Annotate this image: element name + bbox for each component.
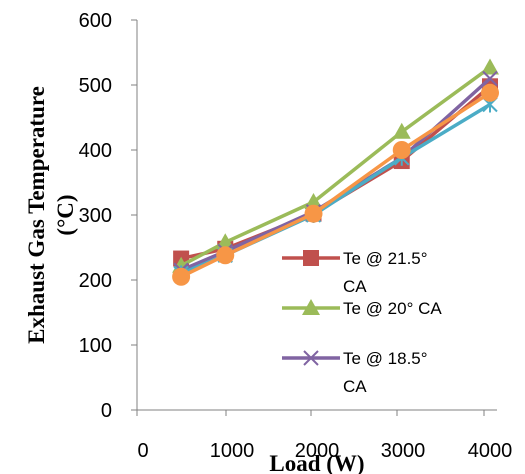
series-line <box>181 86 490 258</box>
series-1 <box>173 78 498 266</box>
legend-label: CA <box>343 377 367 396</box>
legend-swatch-marker <box>303 250 319 266</box>
legend-label: Te @ 20° CA <box>343 299 442 318</box>
series-group <box>172 58 499 285</box>
data-point <box>393 141 411 159</box>
y-axis-title-line-1: Exhaust Gas Temperature <box>24 86 49 344</box>
y-tick-label: 200 <box>79 270 112 292</box>
data-point <box>481 84 499 102</box>
legend-label: CA <box>343 277 367 296</box>
x-tick-label: 4000 <box>468 440 513 462</box>
y-tick-label: 0 <box>101 400 112 422</box>
legend-entry: Te @ 21.5° CA <box>282 249 428 296</box>
legend: Te @ 21.5° CA Te @ 20° CA Te @ 18.5° CA <box>282 249 442 396</box>
series-2 <box>172 58 499 272</box>
data-point <box>305 205 323 223</box>
x-tick-label: 1000 <box>210 440 255 462</box>
x-axis-title: Load (W) <box>269 451 364 474</box>
y-tick-label: 300 <box>79 205 112 227</box>
legend-entry: Te @ 20° CA <box>282 299 442 318</box>
legend-entry: Te @ 18.5° CA <box>282 349 428 396</box>
y-tick-label: 100 <box>79 335 112 357</box>
y-ticks: 0 100 200 300 400 500 600 <box>79 10 137 422</box>
y-tick-label: 500 <box>79 75 112 97</box>
legend-label: Te @ 21.5° <box>343 249 428 268</box>
x-tick-label: 3000 <box>381 440 426 462</box>
data-point <box>216 246 234 264</box>
y-axis-title: Exhaust Gas Temperature (°C) <box>24 86 78 344</box>
y-axis-title-line-2: (°C) <box>53 194 78 235</box>
legend-label: Te @ 18.5° <box>343 349 428 368</box>
y-tick-label: 600 <box>79 10 112 32</box>
x-tick-label: 0 <box>137 440 148 462</box>
data-point <box>172 268 190 286</box>
y-tick-label: 400 <box>79 140 112 162</box>
series-line <box>181 67 490 265</box>
